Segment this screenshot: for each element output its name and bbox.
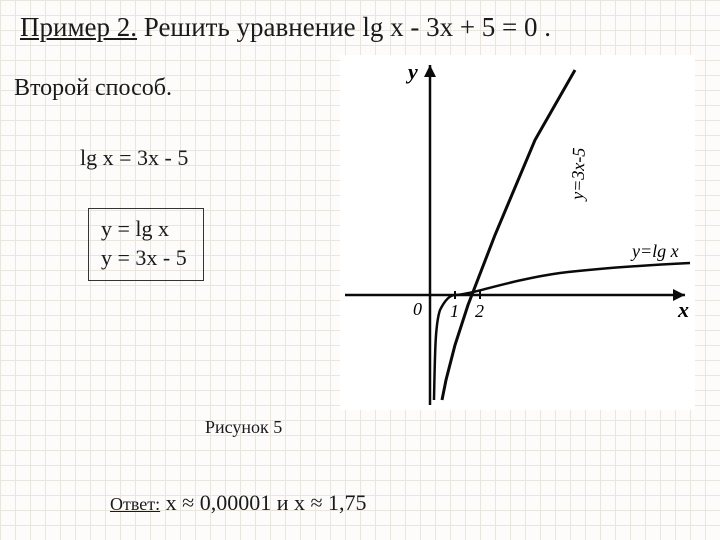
figure-caption: Рисунок 5 — [205, 417, 282, 438]
answer-label: Ответ: — [110, 494, 160, 514]
line-curve-label: y=3x-5 — [567, 147, 589, 202]
page-title: Пример 2. Решить уравнение lg x - 3x + 5… — [20, 12, 551, 43]
origin-label: 0 — [413, 299, 422, 319]
tick-2-label: 2 — [475, 301, 484, 321]
graph-bg — [340, 55, 695, 410]
log-curve-label: y=lg x — [630, 241, 679, 261]
tick-1-label: 1 — [450, 301, 459, 321]
equation-split: lg x = 3x - 5 — [80, 145, 188, 171]
graph-figure: 0 y x 1 2 y=3x-5 y=lg x — [340, 55, 695, 410]
title-rest: Решить уравнение lg x - 3x + 5 = 0 . — [137, 12, 551, 42]
x-axis-label: x — [677, 297, 689, 322]
system-line-2: y = 3x - 5 — [101, 244, 187, 273]
equation-system-box: y = lg x y = 3x - 5 — [88, 208, 204, 281]
answer-text: x ≈ 0,00001 и x ≈ 1,75 — [160, 490, 366, 515]
system-line-1: y = lg x — [101, 215, 187, 244]
answer-line: Ответ: x ≈ 0,00001 и x ≈ 1,75 — [110, 490, 367, 516]
title-prefix: Пример 2. — [20, 12, 137, 42]
subtitle: Второй способ. — [14, 75, 172, 102]
